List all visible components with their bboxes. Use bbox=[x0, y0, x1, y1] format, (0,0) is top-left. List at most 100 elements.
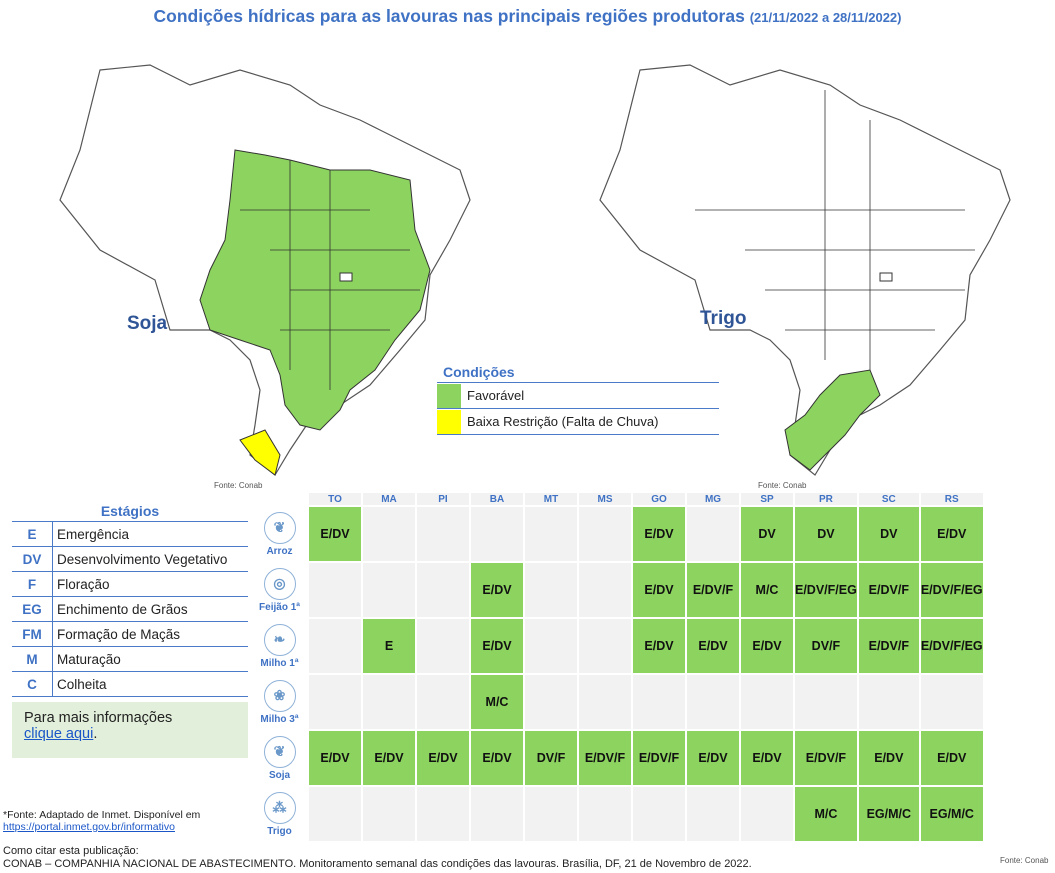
stage-cell bbox=[309, 675, 361, 729]
stage-cell bbox=[417, 507, 469, 561]
stage-cell: E bbox=[363, 619, 415, 673]
stage-code: E bbox=[12, 522, 53, 546]
stage-code: C bbox=[12, 672, 53, 696]
stage-code: F bbox=[12, 572, 53, 596]
stage-cell bbox=[309, 787, 361, 841]
table-row: ❦ Arroz E/DV E/DV DV DV DV E/DV bbox=[252, 507, 983, 561]
stage-code: FM bbox=[12, 622, 53, 646]
stage-cell bbox=[471, 787, 523, 841]
state-header: RS bbox=[920, 493, 983, 505]
stage-cell bbox=[579, 787, 631, 841]
more-info-suffix: . bbox=[93, 726, 98, 742]
stage-cell: E/DV bbox=[741, 619, 793, 673]
crop-icon: ◎ bbox=[263, 567, 296, 600]
stage-cell bbox=[579, 619, 631, 673]
stages-legend: Estágios E Emergência DV Desenvolvimento V… bbox=[12, 503, 248, 697]
table-header-row: TO MA PI BA MT MS GO MG SP PR SC RS bbox=[252, 493, 983, 505]
table-row: ❧ Milho 1ª E E/DV E/DV E/DV E/DV DV/F E/DV/F E/DV… bbox=[252, 619, 983, 673]
legend-item-label: Favorável bbox=[467, 388, 525, 403]
crop-name: Milho 1ª bbox=[260, 657, 299, 669]
stage-cell: M/C bbox=[795, 787, 857, 841]
stage-cell: E/DV bbox=[309, 507, 361, 561]
stage-cell bbox=[417, 619, 469, 673]
stage-cell: E/DV bbox=[633, 563, 685, 617]
table-row: ❀ Milho 3ª M/C bbox=[252, 675, 983, 729]
footer-source-link[interactable]: https://portal.inmet.gov.br/informativo bbox=[3, 821, 175, 833]
stage-cell bbox=[363, 563, 415, 617]
stage-cell: E/DV bbox=[471, 563, 523, 617]
crop-name: Milho 3ª bbox=[260, 713, 299, 725]
soja-map-source: Fonte: Conab bbox=[214, 481, 263, 490]
state-header: SP bbox=[741, 493, 793, 505]
soja-map bbox=[59, 64, 471, 476]
stage-cell: E/DV/F bbox=[795, 731, 857, 785]
stage-cell bbox=[417, 563, 469, 617]
stage-cell: E/DV bbox=[858, 731, 919, 785]
stage-cell bbox=[363, 787, 415, 841]
stage-cell: E/DV bbox=[920, 507, 983, 561]
stage-row: E Emergência bbox=[12, 521, 248, 546]
state-header: GO bbox=[633, 493, 685, 505]
legend-swatch-green bbox=[437, 383, 461, 408]
footer-cite-label: Como citar esta publicação: bbox=[3, 845, 139, 857]
stage-cell: E/DV/F bbox=[858, 563, 919, 617]
stage-cell: EG/M/C bbox=[858, 787, 919, 841]
crop-cell: ❦ Arroz bbox=[252, 507, 307, 561]
stage-cell: E/DV/F/EG bbox=[920, 563, 983, 617]
state-header: PI bbox=[417, 493, 469, 505]
stage-cell bbox=[687, 675, 739, 729]
trigo-map-label: Trigo bbox=[700, 308, 747, 329]
crop-cell: ❦ Soja bbox=[252, 731, 307, 785]
stage-code: EG bbox=[12, 597, 53, 621]
stage-cell bbox=[579, 563, 631, 617]
stage-cell bbox=[858, 675, 919, 729]
stage-cell bbox=[525, 563, 577, 617]
conditions-legend: Condições Favorável Baixa Restrição (Fal… bbox=[437, 364, 719, 435]
stage-cell bbox=[471, 507, 523, 561]
more-info-link[interactable]: clique aqui bbox=[24, 726, 94, 742]
state-header: PR bbox=[795, 493, 857, 505]
crop-icon: ⁂ bbox=[263, 791, 296, 824]
stage-code: M bbox=[12, 647, 53, 671]
stage-cell: DV bbox=[858, 507, 919, 561]
title-main: Condições hídricas para as lavouras nas … bbox=[153, 6, 745, 26]
stage-cell bbox=[633, 675, 685, 729]
conditions-legend-title: Condições bbox=[443, 364, 515, 380]
stage-cell: DV/F bbox=[795, 619, 857, 673]
more-info-text: Para mais informações bbox=[24, 710, 173, 726]
footer-source: *Fonte: Adaptado de Inmet. Disponível em… bbox=[3, 809, 247, 833]
stage-cell: E/DV bbox=[687, 619, 739, 673]
crop-cell: ◎ Feijão 1ª bbox=[252, 563, 307, 617]
crop-cell: ❀ Milho 3ª bbox=[252, 675, 307, 729]
stage-cell bbox=[579, 675, 631, 729]
stage-cell: E/DV/F bbox=[858, 619, 919, 673]
stage-name: Colheita bbox=[57, 676, 107, 692]
stage-cell: E/DV bbox=[471, 731, 523, 785]
stage-cell: E/DV bbox=[920, 731, 983, 785]
stage-cell: E/DV/F/EG bbox=[795, 563, 857, 617]
legend-item-favoravel: Favorável bbox=[437, 382, 719, 408]
trigo-map bbox=[599, 64, 1011, 476]
stage-name: Maturação bbox=[57, 651, 121, 667]
stage-cell bbox=[363, 675, 415, 729]
stage-cell bbox=[687, 507, 739, 561]
stage-row: F Floração bbox=[12, 571, 248, 596]
crop-stage-table: TO MA PI BA MT MS GO MG SP PR SC RS ❦ Arroz E/DV E/DV D… bbox=[250, 491, 985, 843]
stage-name: Floração bbox=[57, 576, 110, 592]
stage-row: FM Formação de Maçãs bbox=[12, 621, 248, 646]
stage-name: Enchimento de Grãos bbox=[57, 601, 188, 617]
stage-cell bbox=[579, 507, 631, 561]
stage-name: Emergência bbox=[57, 526, 130, 542]
stage-cell bbox=[363, 507, 415, 561]
page-title: Condições hídricas para as lavouras nas … bbox=[0, 6, 1055, 27]
stage-row: DV Desenvolvimento Vegetativo bbox=[12, 546, 248, 571]
stage-row: C Colheita bbox=[12, 671, 248, 697]
stage-cell: E/DV bbox=[741, 731, 793, 785]
table-source: Fonte: Conab bbox=[1000, 856, 1049, 865]
crop-name: Soja bbox=[268, 769, 291, 781]
stage-cell bbox=[417, 787, 469, 841]
stage-cell bbox=[741, 787, 793, 841]
stage-cell bbox=[309, 563, 361, 617]
table-corner bbox=[252, 493, 307, 505]
stage-cell bbox=[795, 675, 857, 729]
